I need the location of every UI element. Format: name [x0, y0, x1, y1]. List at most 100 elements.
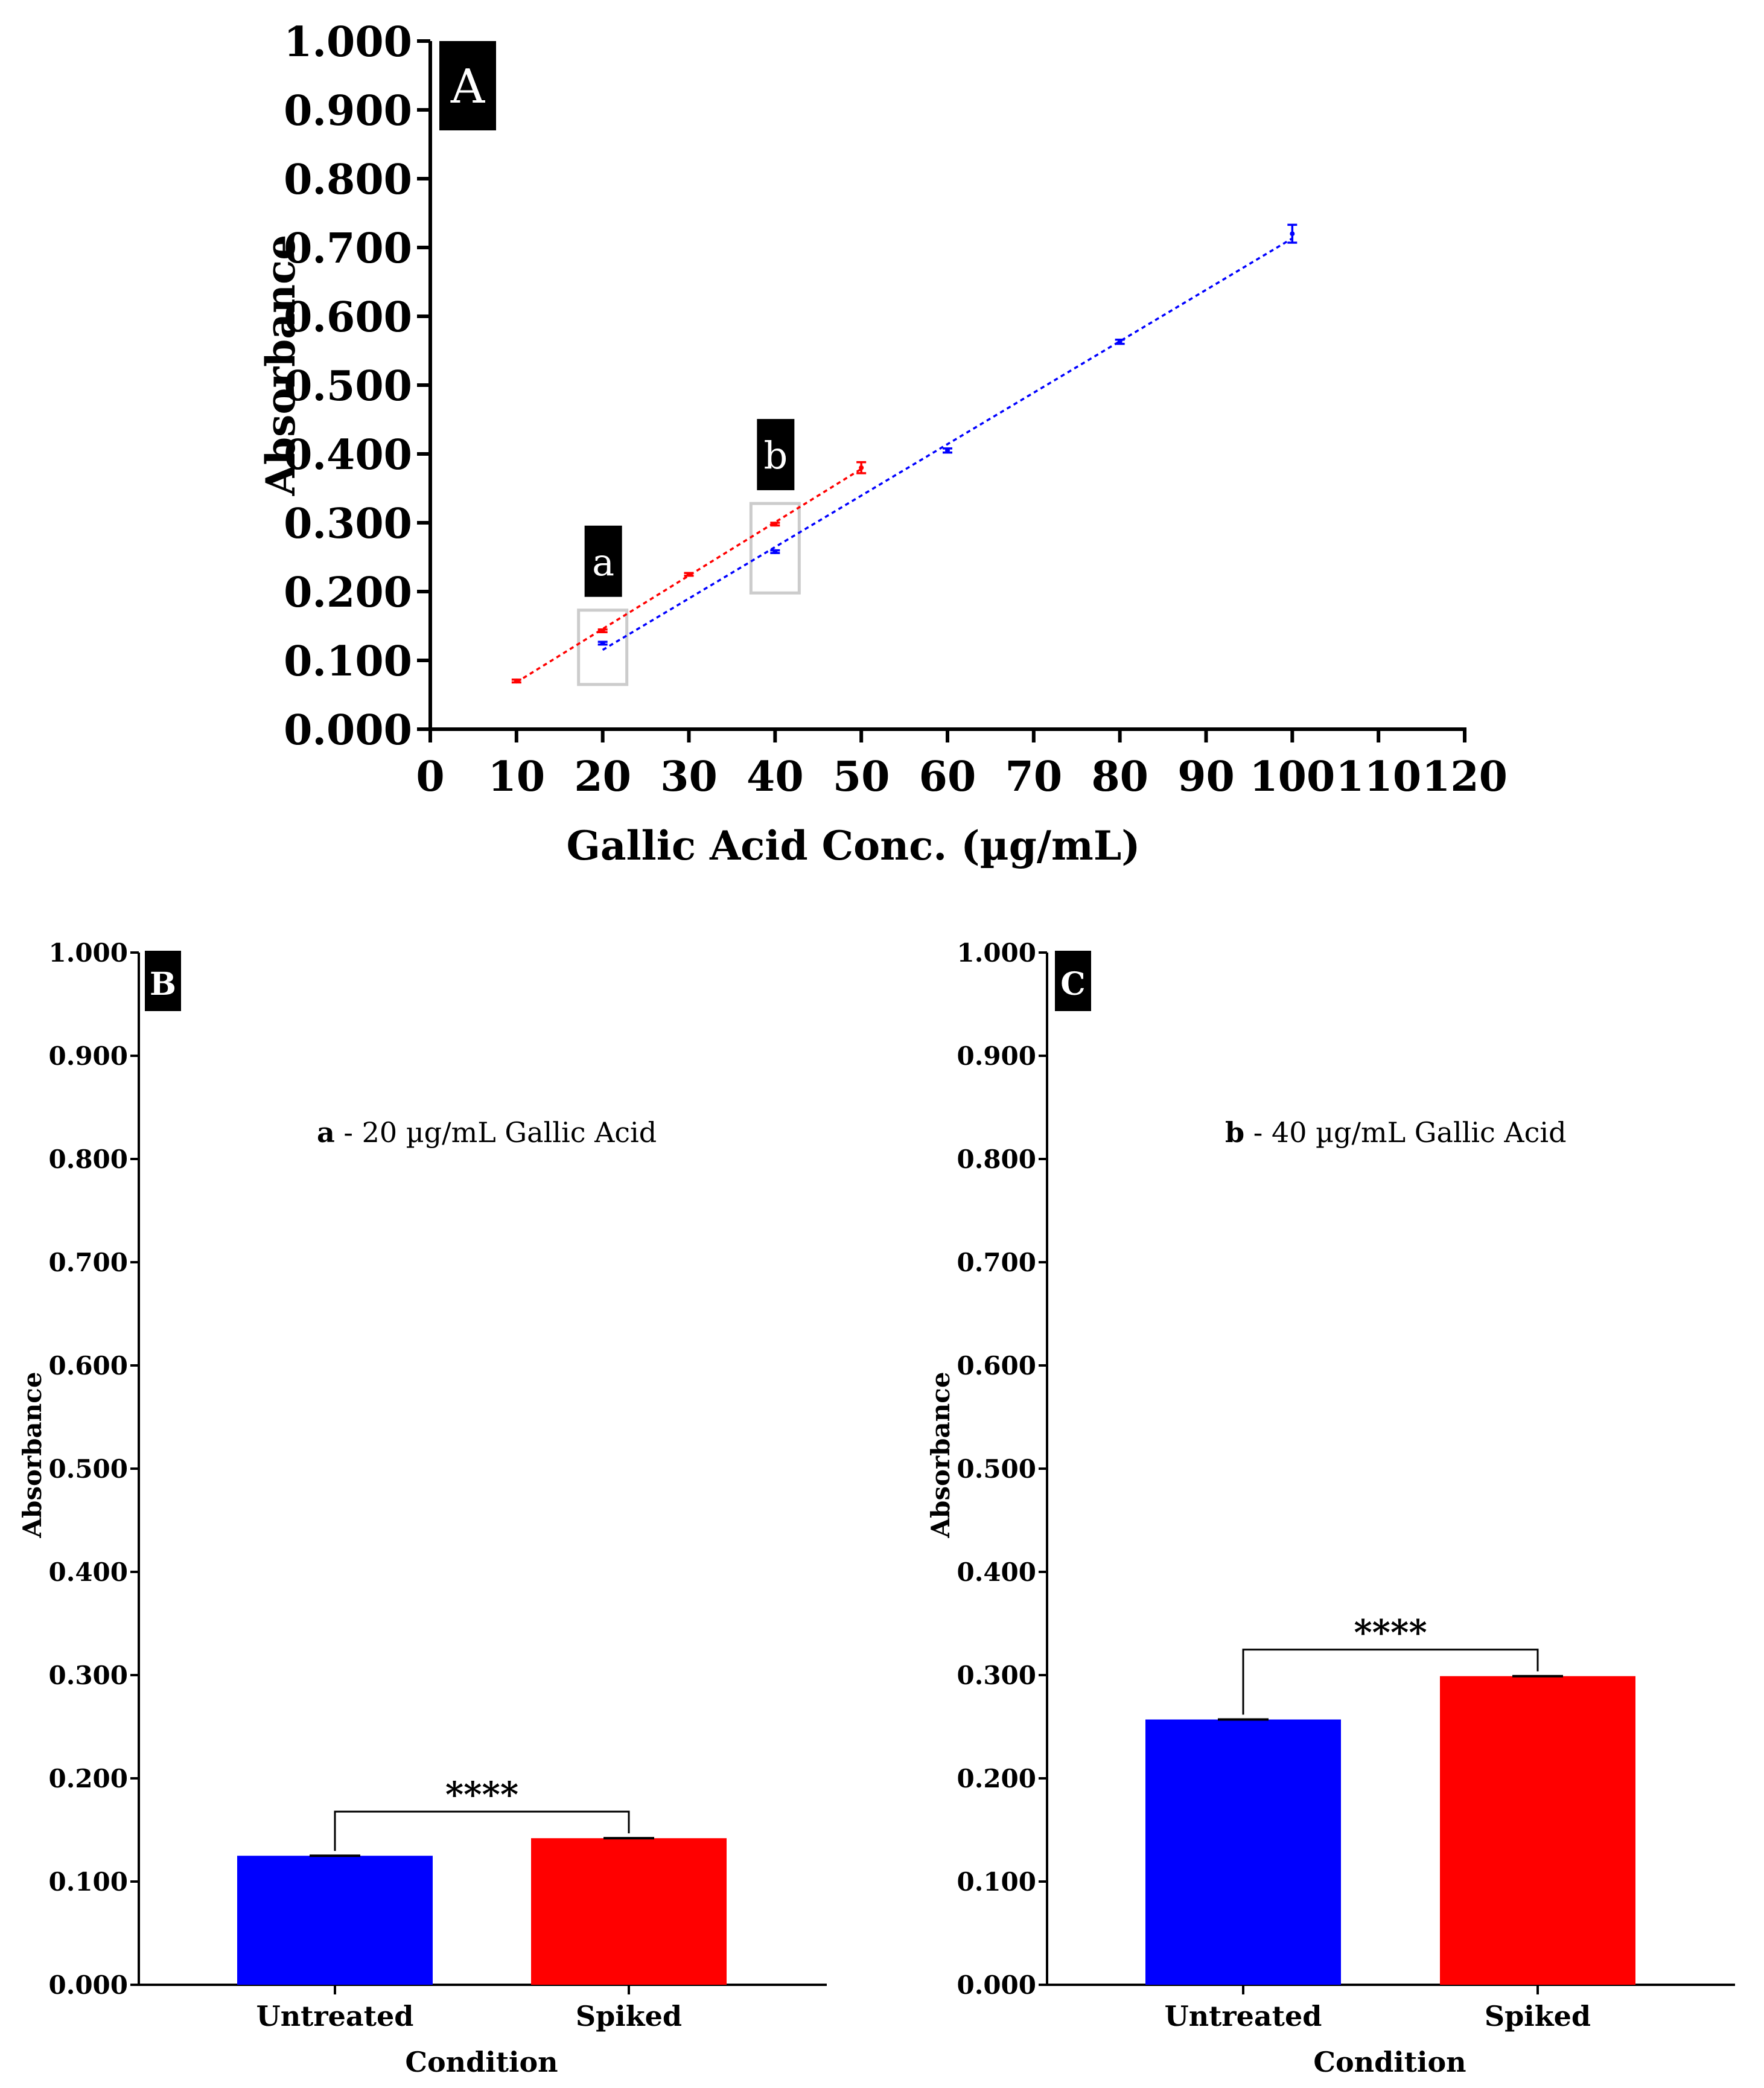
panel-b-significance-stars: ****: [445, 1774, 518, 1815]
panel-c-bar-untreated: [1145, 1719, 1341, 1985]
panel-b-y-tick-label: 0.300: [48, 1661, 128, 1690]
panel-c-y-tick-label: 0.200: [957, 1764, 1036, 1793]
panel-c-y-tick-label: 1.000: [957, 938, 1036, 968]
panel-a-fit-line: [602, 237, 1293, 651]
panel-c-y-ticks: 0.000 0.100 0.200 0.300 0.400 0.500 0.600 0.700…: [957, 938, 1047, 2000]
panel-b-y-axis-label: Absorbance: [18, 1371, 47, 1538]
panel-a-highlight-boxes: [577, 502, 801, 686]
panel-a-data-point: [600, 640, 605, 646]
panel-a-line-chart: 0.000 0.100 0.200 0.300 0.400 0.500 0.600 0.700…: [257, 18, 1508, 869]
panel-c-y-tick-label: 0.600: [957, 1351, 1036, 1381]
panel-a-x-tick-label: 110: [1336, 753, 1421, 801]
panel-a-data-point: [772, 549, 778, 554]
panel-a-y-tick-label: 0.200: [284, 569, 412, 617]
panel-a-x-tick-label: 100: [1249, 753, 1335, 801]
panel-a-y-tick-label: 0.900: [284, 87, 412, 135]
panel-a-y-axis-label: Absorbance: [257, 235, 304, 496]
panel-c-y-tick-label: 0.300: [957, 1661, 1036, 1690]
panel-c-label: C: [1060, 966, 1085, 1003]
panel-c-title-prefix: b: [1225, 1116, 1244, 1149]
panel-b-title: a - 20 µg/mL Gallic Acid: [317, 1116, 657, 1149]
panel-a-y-ticks: 0.000 0.100 0.200 0.300 0.400 0.500 0.600 0.700…: [284, 18, 430, 755]
panel-b-bars: Untreated Spiked: [237, 1837, 727, 2032]
panel-c-bars: Untreated Spiked: [1145, 1675, 1635, 2032]
panel-a-annotation-badge: [757, 419, 795, 491]
panel-c-bar-chart: 0.000 0.100 0.200 0.300 0.400 0.500 0.600 0.700…: [926, 938, 1735, 2078]
panel-b-bar-spiked: [531, 1838, 727, 1985]
panel-b-significance: ****: [334, 1774, 630, 1851]
panel-a-y-tick-label: 0.000: [284, 706, 412, 755]
panel-c-y-tick-label: 0.100: [957, 1867, 1036, 1897]
panel-a-x-tick-label: 20: [574, 753, 631, 801]
panel-a-highlight-box: [577, 608, 629, 686]
panel-a-x-tick-label: 50: [833, 753, 890, 801]
panel-a-label: A: [450, 60, 486, 114]
panel-c-title-text: - 40 µg/mL Gallic Acid: [1244, 1116, 1566, 1149]
panel-a-highlight-box: [749, 502, 801, 595]
panel-a-y-tick-label: 0.300: [284, 500, 412, 548]
panel-a-x-tick-label: 120: [1422, 753, 1508, 801]
panel-a-series-spiked: [511, 461, 867, 684]
panel-a-fit-line: [515, 468, 862, 683]
panel-c-significance-bracket: [1242, 1649, 1539, 1715]
panel-a-y-tick-label: 0.600: [284, 293, 412, 342]
panel-c-badge: C: [1055, 951, 1091, 1011]
panel-a-y-tick-label: 0.500: [284, 362, 412, 410]
panel-c-title: b - 40 µg/mL Gallic Acid: [1225, 1116, 1567, 1149]
panel-c-x-tick-label: Untreated: [1165, 2000, 1322, 2032]
panel-b-y-tick-label: 0.700: [48, 1248, 128, 1277]
panel-b-title-text: - 20 µg/mL Gallic Acid: [335, 1116, 657, 1149]
panel-a-x-ticks: 0 10 20 30 40 50 60 70 80 90 100 110 120: [416, 729, 1508, 801]
panel-b-y-tick-label: 0.800: [48, 1145, 128, 1174]
panel-c-significance: ****: [1242, 1612, 1539, 1715]
panel-b-y-tick-label: 1.000: [48, 938, 128, 968]
panel-a-data-point: [686, 572, 692, 577]
panel-b-y-tick-label: 0.200: [48, 1764, 128, 1793]
panel-a-x-tick-label: 0: [416, 753, 444, 801]
panel-a-x-tick-label: 30: [660, 753, 718, 801]
panel-a-series-untreated: [597, 223, 1298, 651]
panel-a-x-tick-label: 40: [747, 753, 804, 801]
panel-c-y-tick-label: 0.800: [957, 1145, 1036, 1174]
panel-c-y-tick-label: 0.900: [957, 1041, 1036, 1071]
panel-a-annotation-label: a: [592, 540, 614, 584]
panel-b-bar-untreated: [237, 1856, 433, 1985]
panel-a-annotations: ab: [584, 419, 795, 597]
panel-c-y-axis-label: Absorbance: [926, 1371, 955, 1538]
panel-b-y-tick-label: 0.400: [48, 1557, 128, 1587]
panel-c-bar-spiked: [1440, 1676, 1635, 1985]
panel-b-y-tick-label: 0.500: [48, 1454, 128, 1484]
panel-a-annotation-badge: [584, 525, 622, 597]
panel-b-y-tick-label: 0.900: [48, 1041, 128, 1071]
panel-b-x-axis-label: Condition: [405, 2046, 558, 2078]
panel-c-x-axis-label: Condition: [1313, 2046, 1466, 2078]
panel-b-x-tick-label: Spiked: [576, 2000, 682, 2032]
panel-a-data-point: [1290, 231, 1295, 237]
panel-a-x-axis-label: Gallic Acid Conc. (µg/mL): [566, 822, 1140, 869]
panel-b-bar-chart: 0.000 0.100 0.200 0.300 0.400 0.500 0.600 0.700…: [18, 938, 827, 2078]
panel-b-y-tick-label: 0.000: [48, 1970, 128, 2000]
panel-a-x-tick-label: 90: [1177, 753, 1235, 801]
panel-a-y-tick-label: 0.100: [284, 637, 412, 686]
panel-c-y-tick-label: 0.000: [957, 1970, 1036, 2000]
panel-b-x-tick-label: Untreated: [256, 2000, 414, 2032]
panel-a-badge: A: [439, 41, 496, 130]
panel-a-x-tick-label: 70: [1005, 753, 1063, 801]
panel-a-y-tick-label: 0.800: [284, 156, 412, 204]
panel-b-significance-bracket: [334, 1810, 630, 1851]
panel-c-y-tick-label: 0.500: [957, 1454, 1036, 1484]
panel-a-series: [511, 223, 1298, 684]
panel-c-y-tick-label: 0.700: [957, 1248, 1036, 1277]
panel-a-data-point: [1117, 339, 1122, 345]
panel-a-x-tick-label: 60: [919, 753, 976, 801]
panel-a-annotation-label: b: [763, 433, 788, 477]
panel-b-label: B: [150, 966, 176, 1003]
panel-a-data-point: [600, 628, 605, 633]
panel-a-y-tick-label: 0.400: [284, 431, 412, 479]
panel-a-y-tick-label: 0.700: [284, 225, 412, 273]
panel-a-data-point: [514, 678, 519, 684]
panel-b-axes: [138, 953, 827, 1986]
panel-a-x-tick-label: 80: [1091, 753, 1148, 801]
panel-a-data-point: [945, 448, 950, 453]
